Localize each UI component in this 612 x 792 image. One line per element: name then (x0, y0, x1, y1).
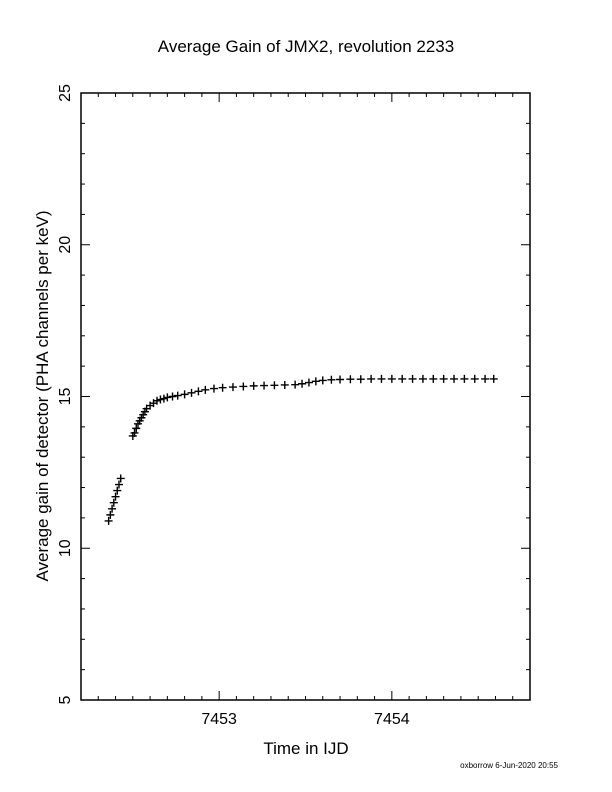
y-axis-label: Average gain of detector (PHA channels p… (33, 210, 52, 581)
data-point (336, 375, 345, 384)
data-point (114, 480, 123, 489)
data-point (152, 396, 161, 405)
y-tick-label: 20 (57, 236, 74, 254)
data-point (111, 492, 120, 501)
chart-title: Average Gain of JMX2, revolution 2233 (158, 37, 454, 56)
y-tick-labels: 5 10 15 20 25 (57, 84, 74, 704)
data-point (304, 378, 313, 387)
y-tick-label: 5 (57, 695, 74, 704)
major-ticks (81, 92, 530, 701)
data-point (408, 374, 417, 383)
data-points (104, 374, 498, 525)
data-point (367, 374, 376, 383)
data-point (168, 392, 177, 401)
data-point (280, 380, 289, 389)
data-point (113, 486, 122, 495)
data-point (109, 498, 118, 507)
data-point (194, 387, 203, 396)
data-point (187, 388, 196, 397)
data-point (239, 382, 248, 391)
data-point (450, 374, 459, 383)
plot-area-frame (80, 92, 531, 701)
data-point (311, 377, 320, 386)
data-point (398, 374, 407, 383)
data-point (460, 374, 469, 383)
x-tick-label: 7453 (201, 711, 237, 728)
footer-credit: oxborrow 6-Jun-2020 20:55 (460, 761, 558, 770)
data-point (130, 428, 139, 437)
data-point (291, 380, 300, 389)
data-point (209, 384, 218, 393)
data-point (180, 390, 189, 399)
data-point (346, 375, 355, 384)
data-point (327, 375, 336, 384)
data-point (218, 383, 227, 392)
y-tick-label: 15 (57, 388, 74, 406)
data-point (228, 383, 237, 392)
data-point (249, 381, 258, 390)
data-point (298, 379, 307, 388)
data-point (163, 393, 172, 402)
data-point (260, 381, 269, 390)
data-point (108, 504, 117, 513)
y-tick-label: 10 (57, 539, 74, 557)
y-tick-label: 25 (57, 84, 74, 102)
data-point (159, 394, 168, 403)
data-point (201, 385, 210, 394)
data-point (318, 376, 327, 385)
x-axis-label: Time in IJD (263, 739, 348, 758)
data-point (106, 510, 115, 519)
x-tick-label: 7454 (374, 711, 410, 728)
data-point (173, 391, 182, 400)
minor-ticks (80, 93, 531, 700)
data-point (377, 374, 386, 383)
x-tick-labels: 7453 7454 (201, 711, 409, 728)
data-point (156, 395, 165, 404)
data-point (470, 374, 479, 383)
data-point (104, 516, 113, 525)
data-point (270, 381, 279, 390)
data-point (116, 474, 125, 483)
data-point (439, 374, 448, 383)
data-point (387, 374, 396, 383)
data-point (429, 374, 438, 383)
data-point (481, 374, 490, 383)
data-point (356, 375, 365, 384)
data-point (418, 374, 427, 383)
data-point (489, 374, 498, 383)
data-point (132, 424, 141, 433)
